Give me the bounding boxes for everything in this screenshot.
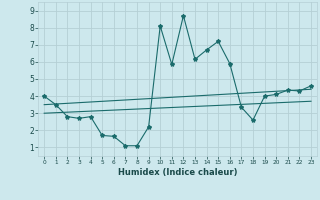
X-axis label: Humidex (Indice chaleur): Humidex (Indice chaleur)	[118, 168, 237, 177]
